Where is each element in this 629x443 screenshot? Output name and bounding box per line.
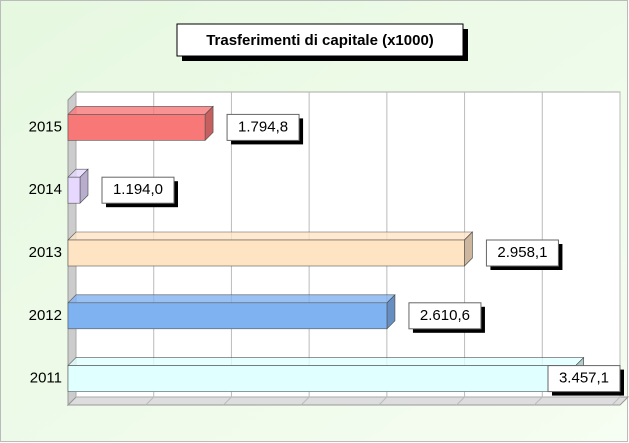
grid-line	[456, 396, 465, 406]
value-label-box	[408, 302, 482, 330]
value-label: 2.610,6	[420, 307, 470, 324]
y-tick-label: 2012	[29, 307, 62, 324]
bar-top	[67, 294, 396, 304]
y-tick-label: 2013	[29, 244, 62, 261]
bar-top	[67, 106, 214, 115]
title-box	[176, 23, 464, 57]
bar	[67, 176, 81, 204]
value-label: 3.457,1	[559, 370, 609, 387]
grid-line	[533, 396, 543, 406]
y-tick-label: 2015	[29, 118, 62, 135]
bar	[67, 239, 465, 267]
value-label: 1.794,8	[238, 118, 288, 135]
value-label-box	[547, 365, 621, 393]
y-tick-label: 2014	[29, 181, 62, 198]
value-label: 2.958,1	[497, 244, 547, 261]
grid-line	[378, 396, 388, 406]
chart-title: Trasferimenti di capitale (x1000)	[206, 32, 434, 49]
bar-top	[67, 357, 585, 366]
bar	[67, 114, 206, 141]
bar	[67, 365, 576, 392]
bar	[67, 302, 388, 330]
value-label: 1.194,0	[113, 181, 163, 198]
y-tick-label: 2011	[30, 370, 62, 387]
grid-line	[300, 396, 310, 406]
value-label-box	[101, 176, 175, 204]
value-label-box	[226, 113, 300, 141]
grid-line	[223, 396, 232, 406]
bar-top	[67, 231, 474, 241]
grid-line	[611, 396, 621, 406]
grid-line	[145, 396, 155, 406]
value-label-box	[485, 239, 559, 267]
